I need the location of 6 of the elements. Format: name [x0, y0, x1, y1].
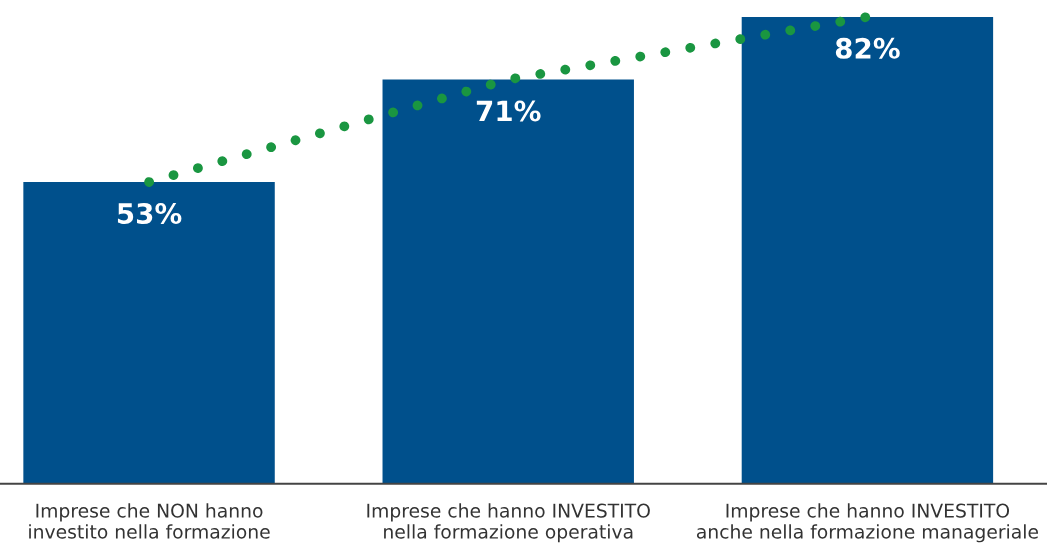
- x-tick-label: Imprese che hanno INVESTITO anche nella formazione manageriale: [696, 503, 1038, 543]
- data-label: 53%: [117, 202, 182, 224]
- data-label: 71%: [476, 100, 541, 122]
- data-label: 82%: [835, 37, 900, 59]
- x-tick-label: Imprese che NON hanno investito nella formazione: [29, 503, 270, 539]
- x-tick-label: Imprese che hanno INVESTITO nella formazione operativa: [367, 503, 650, 543]
